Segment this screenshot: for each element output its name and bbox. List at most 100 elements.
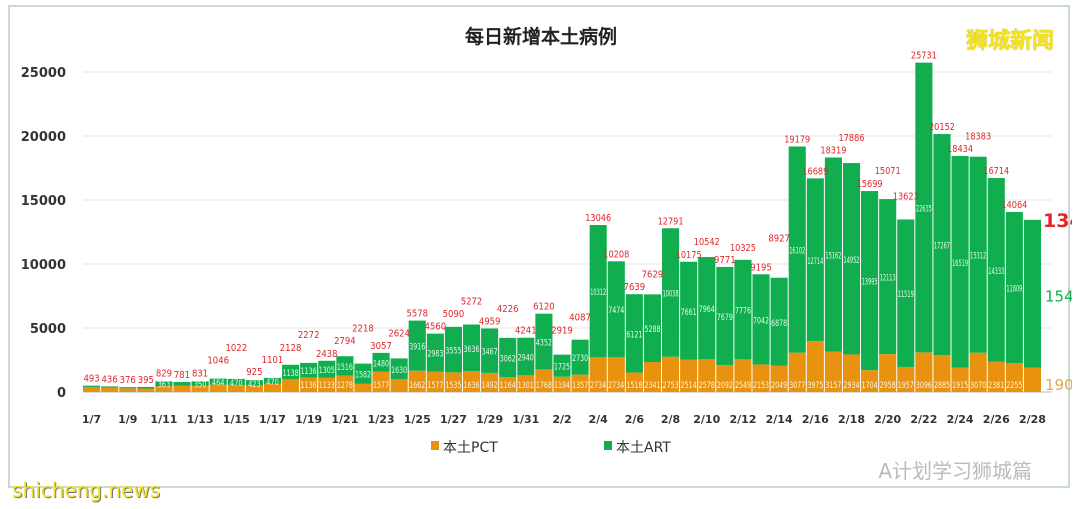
pct-label: 2549	[735, 381, 751, 391]
total-label: 18319	[820, 146, 846, 157]
pct-label: 2734	[608, 381, 624, 391]
pct-label: 1577	[373, 381, 389, 391]
bar-pct	[137, 388, 155, 392]
watermark-left: shicheng.news	[12, 478, 161, 502]
pct-label: 3070	[970, 381, 986, 391]
x-tick-label: 2/22	[910, 413, 937, 426]
x-tick-label: 1/19	[295, 413, 322, 426]
bar-pct	[173, 385, 191, 392]
bar-pct	[336, 375, 354, 392]
bar-pct	[969, 352, 987, 392]
x-tick-label: 1/29	[476, 413, 503, 426]
art-label: 363	[158, 381, 171, 391]
total-label: 2794	[334, 336, 356, 347]
legend-swatch-art	[604, 441, 612, 450]
bar-pct	[282, 379, 300, 392]
bar-art	[734, 259, 752, 360]
bar-art	[119, 387, 137, 389]
pct-label: 1636	[464, 381, 480, 391]
total-label: 2624	[388, 328, 410, 339]
total-label: 493	[83, 374, 99, 385]
bar-pct	[372, 371, 390, 392]
bar-art	[625, 294, 643, 373]
bar-art	[589, 225, 607, 358]
x-tick-label: 1/17	[259, 413, 286, 426]
pct-label: 2578	[699, 381, 715, 391]
art-label: 3555	[445, 347, 461, 357]
total-label: 4241	[515, 326, 537, 337]
pct-label: 1278	[337, 381, 353, 391]
art-label: 13995	[862, 278, 878, 288]
art-label: 470	[266, 378, 279, 388]
bar-art	[101, 386, 119, 388]
bar-pct	[643, 362, 662, 392]
total-label: 13046	[585, 213, 611, 224]
total-label: 10325	[730, 243, 756, 254]
total-label: 1101	[262, 355, 284, 366]
bar-pct	[535, 369, 553, 392]
art-label: 22635	[916, 205, 932, 215]
total-label: 4560	[425, 322, 447, 333]
pct-label: 2734	[590, 381, 606, 391]
bar-art	[1023, 219, 1041, 368]
total-label: 13450	[1043, 210, 1072, 232]
bar-art	[191, 381, 209, 386]
total-label: 10542	[694, 237, 720, 248]
bar-pct	[390, 379, 408, 392]
x-tick-label: 1/31	[512, 413, 539, 426]
art-label: 3062	[500, 355, 516, 365]
x-tick-label: 2/24	[947, 413, 974, 426]
total-label: 15699	[857, 179, 883, 190]
stacked-bar-chart: 每日新增本土病例 0 5000 10000 15000 20000 25000 493 1/7 4…	[21, 25, 1072, 456]
total-label: 1046	[207, 356, 229, 367]
total-label: 17886	[839, 133, 865, 144]
bar-pct	[462, 371, 481, 392]
pct-label: 1133	[319, 381, 335, 391]
bar-pct	[806, 341, 824, 392]
y-tick-label: 5000	[30, 322, 66, 337]
art-label: 10312	[590, 288, 606, 298]
total-label: 5578	[406, 309, 428, 320]
art-label: 7679	[717, 313, 733, 323]
bar-pct	[1023, 367, 1041, 392]
y-tick-label: 25000	[21, 66, 66, 81]
bar-pct	[680, 359, 698, 392]
x-tick-label: 2/16	[802, 413, 829, 426]
bar-art	[444, 326, 462, 373]
art-label: 2983	[427, 350, 443, 360]
art-label: 423	[248, 380, 261, 390]
pct-label: 1577	[427, 381, 443, 391]
art-label: 3636	[464, 345, 480, 355]
bar-pct	[625, 372, 643, 392]
bar-art	[535, 313, 553, 370]
legend-label-pct: 本土PCT	[443, 440, 498, 456]
bar-art	[643, 294, 662, 363]
bar-art	[282, 364, 300, 380]
bar-pct	[861, 370, 879, 392]
bar-pct	[987, 361, 1005, 392]
pct-label: 1357	[572, 381, 588, 391]
x-tick-label: 2/12	[729, 413, 756, 426]
legend-swatch-pct	[431, 441, 439, 450]
art-label: 1136	[301, 367, 317, 377]
bar-art	[571, 339, 589, 375]
pct-label: 1194	[554, 381, 570, 391]
pct-label: 2049	[771, 381, 787, 391]
bar-pct	[770, 365, 788, 392]
bar-art	[372, 352, 390, 372]
total-label: 5090	[443, 309, 465, 320]
bar-pct	[191, 385, 209, 392]
total-label: 13623	[893, 192, 919, 203]
legend-label-art: 本土ART	[616, 440, 671, 456]
total-label: 376	[120, 375, 136, 386]
total-label: 1022	[226, 343, 248, 354]
bar-art	[897, 219, 915, 367]
bar-art	[336, 356, 354, 376]
pct-label: 3975	[807, 381, 823, 391]
bar-pct	[1005, 363, 1023, 392]
bar-pct	[83, 386, 101, 392]
bar-art	[390, 358, 408, 380]
bar-pct	[933, 355, 951, 392]
pct-label: 1915	[952, 381, 968, 391]
bar-pct	[444, 372, 462, 392]
